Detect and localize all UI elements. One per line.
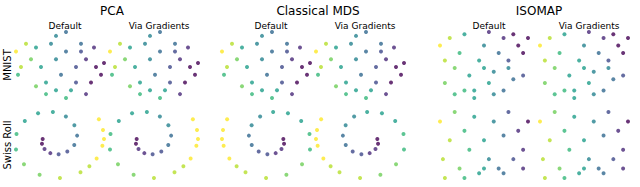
svg-text:Via Gradients: Via Gradients <box>129 21 190 31</box>
svg-text:MNIST: MNIST <box>2 48 13 80</box>
svg-text:Swiss Roll: Swiss Roll <box>2 120 13 169</box>
svg-text:Default: Default <box>473 21 506 31</box>
svg-text:Classical MDS: Classical MDS <box>276 4 359 18</box>
svg-text:PCA: PCA <box>100 4 125 18</box>
svg-text:Via Gradients: Via Gradients <box>559 21 620 31</box>
svg-text:Default: Default <box>49 21 82 31</box>
svg-text:Default: Default <box>255 21 288 31</box>
svg-text:ISOMAP: ISOMAP <box>516 4 562 18</box>
svg-text:Via Gradients: Via Gradients <box>335 21 396 31</box>
